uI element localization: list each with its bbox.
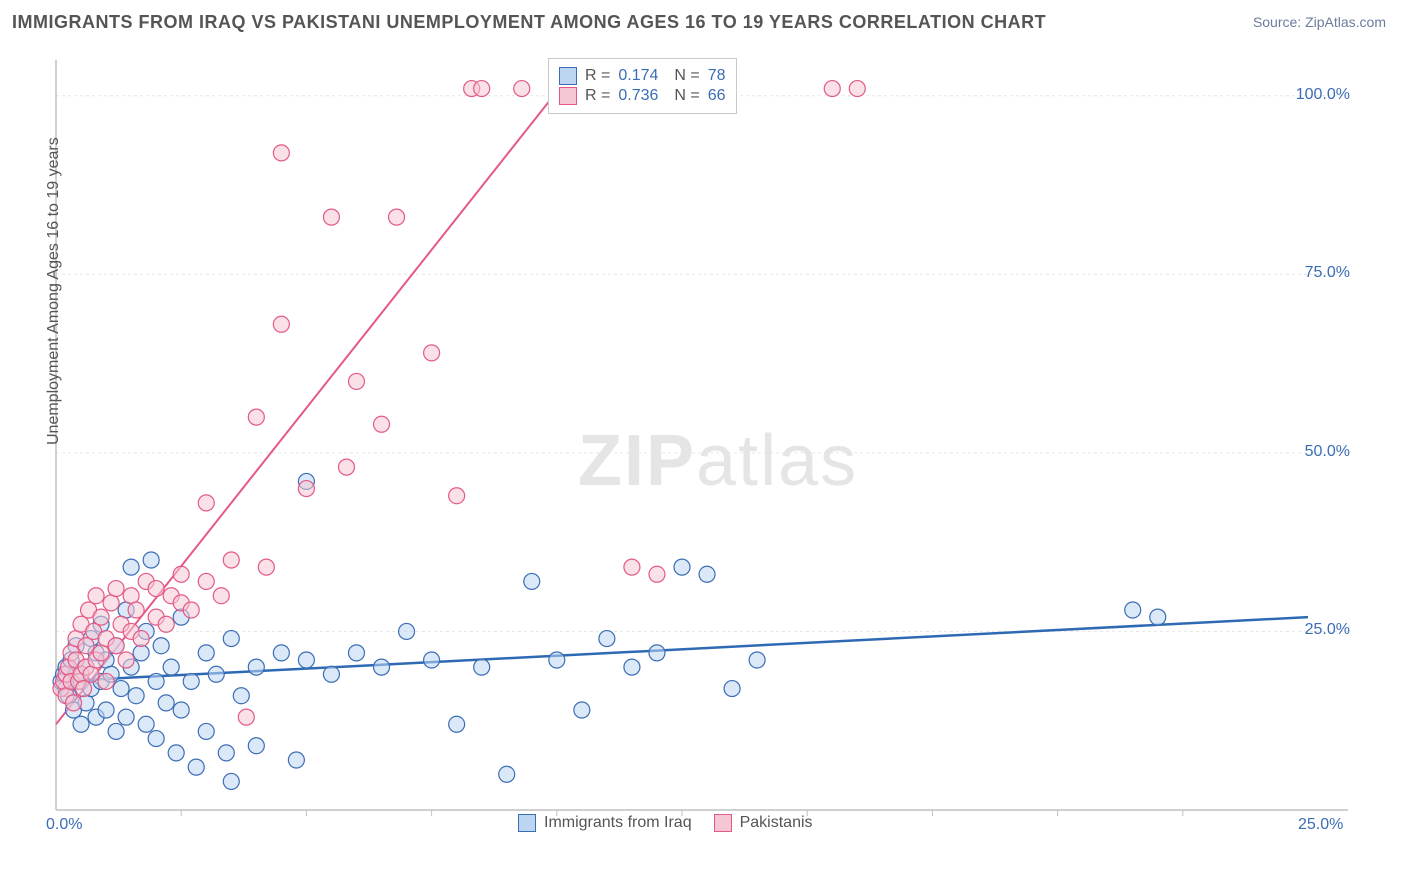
- stats-n-label: N =: [674, 87, 699, 105]
- stats-r-label: R =: [585, 87, 610, 105]
- stats-row: R = 0.736 N = 66: [559, 87, 726, 105]
- stats-r-value: 0.736: [618, 87, 658, 105]
- stats-n-value: 78: [708, 67, 726, 85]
- legend-label: Immigrants from Iraq: [544, 814, 692, 832]
- chart-container: IMMIGRANTS FROM IRAQ VS PAKISTANI UNEMPL…: [0, 0, 1406, 892]
- y-tick-label: 50.0%: [1305, 443, 1350, 461]
- stats-n-value: 66: [708, 87, 726, 105]
- stats-n-label: N =: [674, 67, 699, 85]
- y-axis-label: Unemployment Among Ages 16 to 19 years: [45, 137, 63, 445]
- chart-title: IMMIGRANTS FROM IRAQ VS PAKISTANI UNEMPL…: [12, 12, 1046, 33]
- stats-swatch: [559, 67, 577, 85]
- y-tick-label: 25.0%: [1305, 621, 1350, 639]
- legend-swatch: [518, 814, 536, 832]
- stats-r-label: R =: [585, 67, 610, 85]
- stats-row: R = 0.174 N = 78: [559, 67, 726, 85]
- plot-area: Unemployment Among Ages 16 to 19 years Z…: [48, 50, 1358, 840]
- legend-label: Pakistanis: [740, 814, 813, 832]
- x-tick-label: 0.0%: [46, 816, 82, 834]
- scatter-svg: [48, 50, 1358, 840]
- legend-item: Pakistanis: [714, 814, 813, 832]
- y-tick-label: 75.0%: [1305, 264, 1350, 282]
- stats-box: R = 0.174 N = 78 R = 0.736 N = 66: [548, 58, 737, 114]
- legend-item: Immigrants from Iraq: [518, 814, 692, 832]
- legend-bottom: Immigrants from Iraq Pakistanis: [518, 814, 813, 832]
- stats-swatch: [559, 87, 577, 105]
- source-label: Source: ZipAtlas.com: [1253, 14, 1386, 30]
- x-tick-label: 25.0%: [1298, 816, 1343, 834]
- y-tick-label: 100.0%: [1296, 86, 1350, 104]
- legend-swatch: [714, 814, 732, 832]
- stats-r-value: 0.174: [618, 67, 658, 85]
